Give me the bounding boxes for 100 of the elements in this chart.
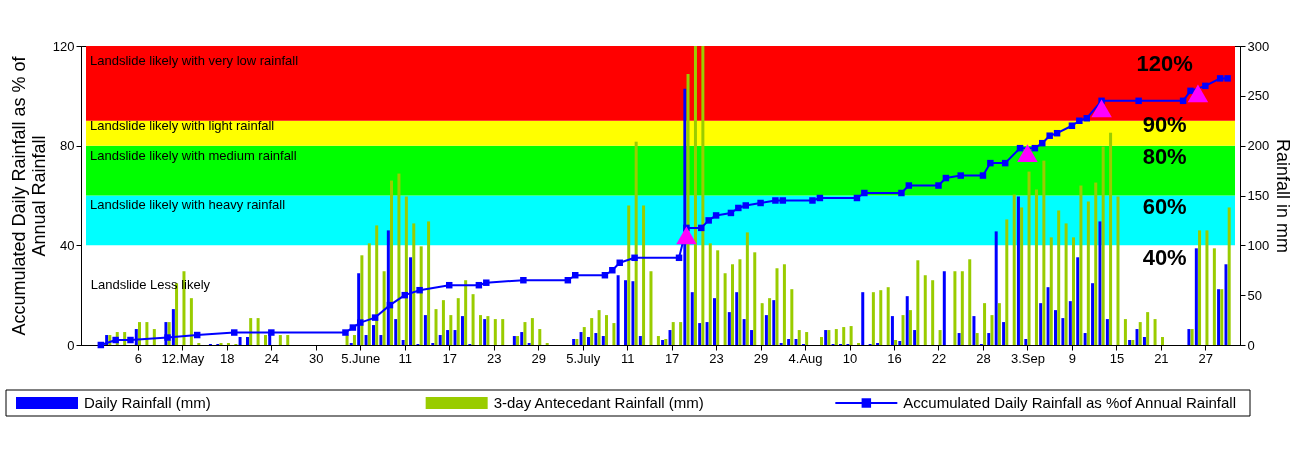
y2-tick-label: 300	[1247, 38, 1270, 54]
bar	[1016, 196, 1020, 345]
bar	[742, 319, 746, 345]
bar	[693, 46, 697, 345]
bar	[1046, 287, 1050, 345]
bar	[382, 271, 386, 345]
bar	[842, 327, 846, 345]
bar	[905, 296, 909, 345]
bar	[738, 259, 742, 345]
legend-label: 3-day Antecedant Rainfall (mm)	[493, 394, 704, 411]
bar	[631, 281, 635, 345]
bar	[1138, 322, 1142, 345]
bar	[879, 290, 883, 345]
bar	[679, 322, 683, 345]
bar	[716, 250, 720, 345]
bar	[478, 315, 482, 345]
bar	[790, 289, 794, 345]
bar	[671, 322, 675, 345]
bar	[898, 341, 902, 345]
bar	[1098, 221, 1102, 345]
bar	[1034, 189, 1038, 345]
bar	[264, 335, 268, 345]
bar	[364, 335, 368, 345]
bar	[612, 323, 616, 345]
y2-tick-label: 100	[1247, 237, 1270, 253]
bar	[1057, 210, 1061, 345]
bar	[764, 315, 768, 345]
bar	[1123, 319, 1127, 345]
band-label: Landslide likely with medium rainfall	[90, 147, 297, 163]
bar	[782, 264, 786, 345]
bar	[372, 325, 375, 345]
bar	[1012, 194, 1016, 345]
bar	[649, 271, 653, 345]
x-tick-label: 11	[620, 350, 635, 366]
annotation: 80%	[1142, 143, 1187, 169]
bar	[189, 298, 193, 345]
bar	[446, 330, 450, 345]
bar	[787, 339, 791, 345]
bar	[727, 312, 731, 345]
band-label: Landslide likely with light rainfall	[90, 117, 275, 133]
bar	[871, 292, 875, 345]
bar	[1061, 318, 1065, 345]
bar	[760, 303, 764, 345]
bar	[1109, 132, 1113, 345]
bar	[794, 339, 798, 345]
bar	[278, 335, 282, 345]
y-tick-label: 80	[60, 138, 75, 154]
bar	[705, 322, 709, 345]
x-tick-label: 29	[531, 350, 546, 366]
bar	[708, 243, 712, 345]
bar	[256, 318, 260, 345]
bar	[997, 303, 1001, 345]
y2-tick-label: 150	[1247, 188, 1270, 203]
annotation: 120%	[1136, 50, 1193, 76]
bar	[1083, 333, 1087, 345]
bar	[805, 332, 809, 345]
bar	[713, 298, 716, 345]
bar	[975, 333, 979, 345]
x-tick-label: 5.July	[566, 350, 601, 366]
x-tick-label: 16	[887, 350, 902, 366]
bar	[516, 336, 520, 345]
bar	[1227, 207, 1231, 345]
bar	[983, 303, 987, 345]
bar	[938, 330, 942, 345]
bar	[861, 292, 865, 345]
y2-tick-label: 250	[1247, 88, 1270, 104]
bar	[1049, 237, 1053, 345]
bar	[908, 310, 912, 345]
bar	[453, 330, 457, 345]
x-tick-label: 17	[664, 350, 680, 366]
bar	[1005, 219, 1009, 345]
bar	[972, 316, 976, 345]
bar	[1198, 230, 1202, 345]
bar	[731, 264, 735, 345]
bar	[1142, 337, 1146, 345]
band-label: Landslide likely with very low rainfall	[90, 52, 299, 68]
bar	[441, 300, 445, 345]
bar	[890, 316, 894, 345]
x-tick-label: 6	[134, 350, 143, 366]
x-tick-label: 30	[309, 350, 324, 366]
bar	[886, 287, 890, 345]
x-tick-label: 29	[753, 350, 769, 366]
bar	[394, 319, 398, 345]
bar	[1116, 196, 1120, 345]
bar	[750, 330, 754, 345]
bar	[427, 221, 431, 345]
bar	[1002, 322, 1006, 345]
x-tick-label: 24	[264, 350, 280, 366]
bar	[1146, 312, 1150, 345]
bar	[1094, 182, 1098, 345]
bar	[423, 315, 427, 345]
x-tick-label: 11	[398, 350, 412, 366]
bar	[1027, 171, 1031, 345]
bar	[367, 243, 371, 345]
legend-label: Accumulated Daily Rainfall as %of Annual Rainfall	[903, 394, 1237, 411]
bar	[753, 252, 757, 345]
bar	[642, 205, 646, 345]
y-axis-title: Accumulated Daily Rainfall as % of Annual Rainfall	[8, 55, 49, 336]
bar	[1091, 283, 1095, 345]
x-tick-label: 28	[976, 350, 991, 366]
